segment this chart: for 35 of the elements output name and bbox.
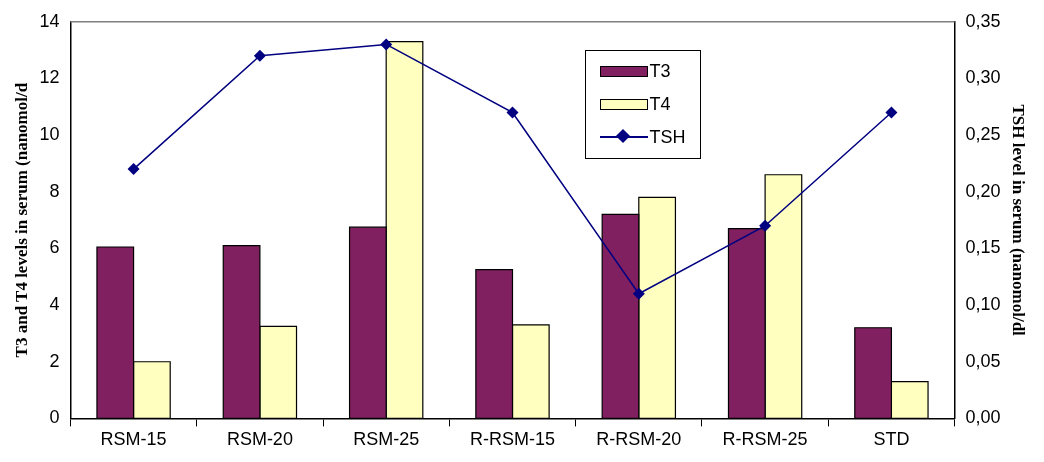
point (759, 219, 772, 232)
point (885, 106, 898, 119)
point (127, 163, 140, 176)
y2-tick-label: 0,35 (965, 10, 1001, 31)
legend-label: TSH (649, 126, 686, 148)
y2-tick-label: 0,30 (965, 67, 1001, 88)
x-tick-label: R-RSM-15 (469, 429, 555, 450)
y-tick-label: 4 (49, 294, 60, 315)
y-tick-label: 12 (39, 67, 60, 88)
y2-axis-title: TSH level in serum (nanomol/dl (1009, 104, 1029, 337)
y2-tick-label: 0,20 (965, 180, 1001, 201)
x-tick-label: RSM-20 (226, 429, 293, 450)
legend-label: T3 (649, 60, 671, 82)
y-tick-label: 10 (39, 124, 60, 145)
y2-tick-label: 0,25 (965, 124, 1001, 145)
y-tick-label: 6 (49, 237, 60, 258)
y-tick-label: 14 (39, 10, 60, 31)
point (380, 38, 393, 51)
y-tick-label: 2 (49, 350, 60, 371)
point (253, 49, 266, 62)
y-tick-label: 8 (49, 180, 60, 201)
y2-tick-label: 0,05 (965, 350, 1001, 371)
point (632, 287, 645, 300)
legend-label: T4 (649, 93, 671, 115)
y-tick-label: 0 (49, 407, 60, 428)
y2-tick-label: 0,15 (965, 237, 1001, 258)
x-tick-label: STD (873, 429, 910, 450)
x-tick-label: R-RSM-20 (596, 429, 682, 450)
y2-tick-label: 0,00 (965, 407, 1001, 428)
y-axis-title: T3 and T4 levels in serum (nanomol/d (11, 82, 31, 358)
x-tick-label: RSM-15 (100, 429, 167, 450)
y2-tick-label: 0,10 (965, 294, 1001, 315)
point (506, 106, 519, 119)
x-tick-label: R-RSM-25 (722, 429, 808, 450)
x-tick-label: RSM-25 (353, 429, 420, 450)
